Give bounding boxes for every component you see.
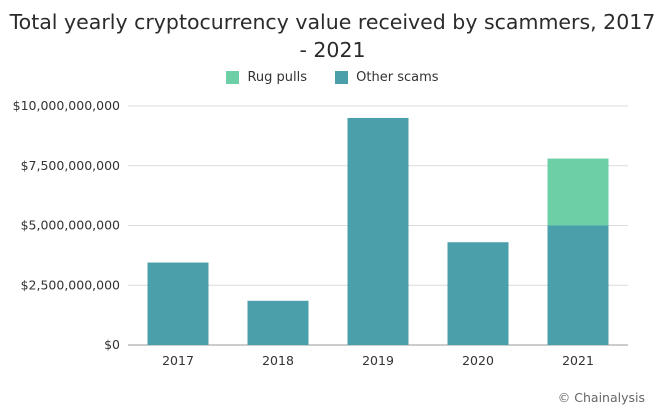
legend-label-other-scams: Other scams <box>356 70 439 85</box>
x-tick-label: 2018 <box>262 353 294 368</box>
source-credit: © Chainalysis <box>557 390 645 405</box>
bar-other-scams-2018 <box>247 300 309 345</box>
x-tick-label: 2020 <box>462 353 494 368</box>
y-tick-label: $2,500,000,000 <box>21 277 120 292</box>
y-tick-label: $7,500,000,000 <box>21 158 120 173</box>
bar-rug-pulls-2021 <box>547 158 609 226</box>
y-tick-label: $5,000,000,000 <box>21 218 120 233</box>
legend-item-other-scams: Other scams <box>335 70 439 85</box>
bar-other-scams-2017 <box>147 262 209 345</box>
bar-other-scams-2021 <box>547 225 609 345</box>
chart-legend: Rug pulls Other scams <box>0 70 665 88</box>
legend-swatch-other-scams <box>335 71 349 84</box>
bars <box>147 117 609 345</box>
y-tick-label: $10,000,000,000 <box>13 98 120 113</box>
bar-other-scams-2020 <box>447 242 509 345</box>
x-axis: 2017 2018 2019 2020 2021 <box>162 353 594 368</box>
legend-swatch-rug-pulls <box>226 71 240 84</box>
y-tick-label: $0 <box>104 337 120 352</box>
chart-title: Total yearly cryptocurrency value receiv… <box>0 8 665 64</box>
legend-label-rug-pulls: Rug pulls <box>247 70 308 85</box>
y-axis: $0 $2,500,000,000 $5,000,000,000 $7,500,000… <box>13 98 120 352</box>
legend-item-rug-pulls: Rug pulls <box>226 70 307 85</box>
x-tick-label: 2017 <box>162 353 194 368</box>
x-tick-label: 2019 <box>362 353 394 368</box>
bar-other-scams-2019 <box>347 117 409 345</box>
chart-title-line-1: Total yearly cryptocurrency value receiv… <box>9 10 656 34</box>
x-tick-label: 2021 <box>562 353 594 368</box>
chart-title-line-2: - 2021 <box>299 38 366 62</box>
